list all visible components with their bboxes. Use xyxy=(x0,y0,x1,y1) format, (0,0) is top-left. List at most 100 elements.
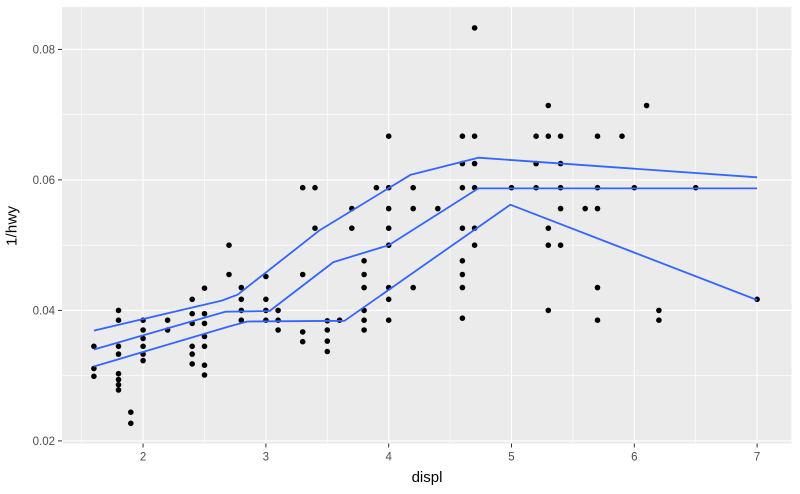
data-point xyxy=(582,205,588,212)
data-point xyxy=(115,307,122,314)
data-point xyxy=(435,205,441,212)
data-point xyxy=(238,284,245,291)
data-point xyxy=(373,184,380,191)
data-point xyxy=(91,365,97,372)
data-point xyxy=(557,205,564,212)
data-point xyxy=(115,343,122,350)
x-tick-label: 4 xyxy=(385,452,392,464)
data-point xyxy=(164,317,171,324)
data-point xyxy=(201,362,208,369)
data-point xyxy=(128,409,134,416)
data-point xyxy=(263,296,269,303)
data-point xyxy=(459,284,466,291)
data-point xyxy=(140,343,146,350)
y-tick-label: 0.02 xyxy=(33,436,55,448)
data-point xyxy=(643,102,650,109)
data-point xyxy=(299,271,306,278)
x-tick-label: 7 xyxy=(754,452,760,464)
data-point xyxy=(471,25,478,31)
data-point xyxy=(361,284,367,291)
data-point xyxy=(140,357,146,364)
data-point xyxy=(557,133,564,139)
data-point xyxy=(238,317,245,324)
data-point xyxy=(410,284,417,291)
data-point xyxy=(557,242,564,248)
upper-quantile-line xyxy=(93,156,758,332)
data-point xyxy=(324,348,331,355)
data-point xyxy=(189,351,195,357)
data-point xyxy=(275,307,281,314)
data-point xyxy=(656,307,662,314)
lower-quantile-line xyxy=(93,203,758,368)
data-point xyxy=(471,242,478,248)
data-point xyxy=(349,225,355,231)
data-point xyxy=(545,133,552,139)
data-point xyxy=(385,133,392,139)
data-point xyxy=(385,225,392,231)
data-point xyxy=(361,271,367,278)
data-point xyxy=(140,335,146,342)
data-point xyxy=(545,307,552,314)
data-point xyxy=(189,310,195,317)
data-point xyxy=(545,242,552,248)
data-point xyxy=(226,242,232,248)
data-point xyxy=(115,370,122,377)
data-point xyxy=(115,317,122,324)
data-point xyxy=(299,329,306,335)
data-point xyxy=(459,258,466,264)
data-point xyxy=(115,351,122,357)
data-point xyxy=(312,184,318,191)
data-point xyxy=(115,382,122,388)
data-point xyxy=(594,205,601,212)
data-point xyxy=(324,327,331,333)
data-point xyxy=(201,310,208,317)
data-point xyxy=(189,361,195,367)
data-point xyxy=(545,225,552,231)
data-point xyxy=(115,376,122,383)
data-point xyxy=(361,327,367,333)
data-point xyxy=(275,327,281,333)
data-point xyxy=(459,315,466,322)
data-point xyxy=(385,296,392,303)
data-point xyxy=(410,184,417,191)
data-point xyxy=(128,420,134,427)
y-axis-title: 1/hwy xyxy=(3,205,21,246)
data-point xyxy=(201,333,208,340)
x-tick-label: 6 xyxy=(631,452,637,464)
x-axis-title: displ xyxy=(411,469,443,486)
data-point xyxy=(471,133,478,139)
y-tick-label: 0.04 xyxy=(33,305,56,317)
data-point xyxy=(533,133,539,139)
data-point xyxy=(201,285,208,292)
data-point xyxy=(459,184,466,191)
data-point xyxy=(91,373,97,380)
data-point xyxy=(361,317,367,324)
data-point xyxy=(189,343,195,350)
data-point xyxy=(201,343,208,350)
y-tick-label: 0.08 xyxy=(33,44,55,56)
data-point xyxy=(385,317,392,324)
y-tick-label: 0.06 xyxy=(33,175,55,187)
data-point xyxy=(459,133,466,139)
data-point xyxy=(656,317,662,324)
x-tick-label: 3 xyxy=(263,452,269,464)
data-point xyxy=(189,296,195,303)
data-point xyxy=(594,133,601,139)
data-point xyxy=(459,271,466,278)
data-point xyxy=(201,372,208,378)
panel-background xyxy=(62,7,792,444)
data-point xyxy=(385,205,392,212)
data-point xyxy=(471,160,478,167)
data-point xyxy=(545,102,552,109)
data-point xyxy=(410,205,417,212)
median-quantile-line xyxy=(93,187,758,351)
data-point xyxy=(140,327,146,333)
data-point xyxy=(115,387,122,393)
data-point xyxy=(619,133,625,139)
data-point xyxy=(459,225,466,231)
data-point xyxy=(299,184,306,191)
data-point xyxy=(91,343,97,350)
data-point xyxy=(263,273,269,280)
